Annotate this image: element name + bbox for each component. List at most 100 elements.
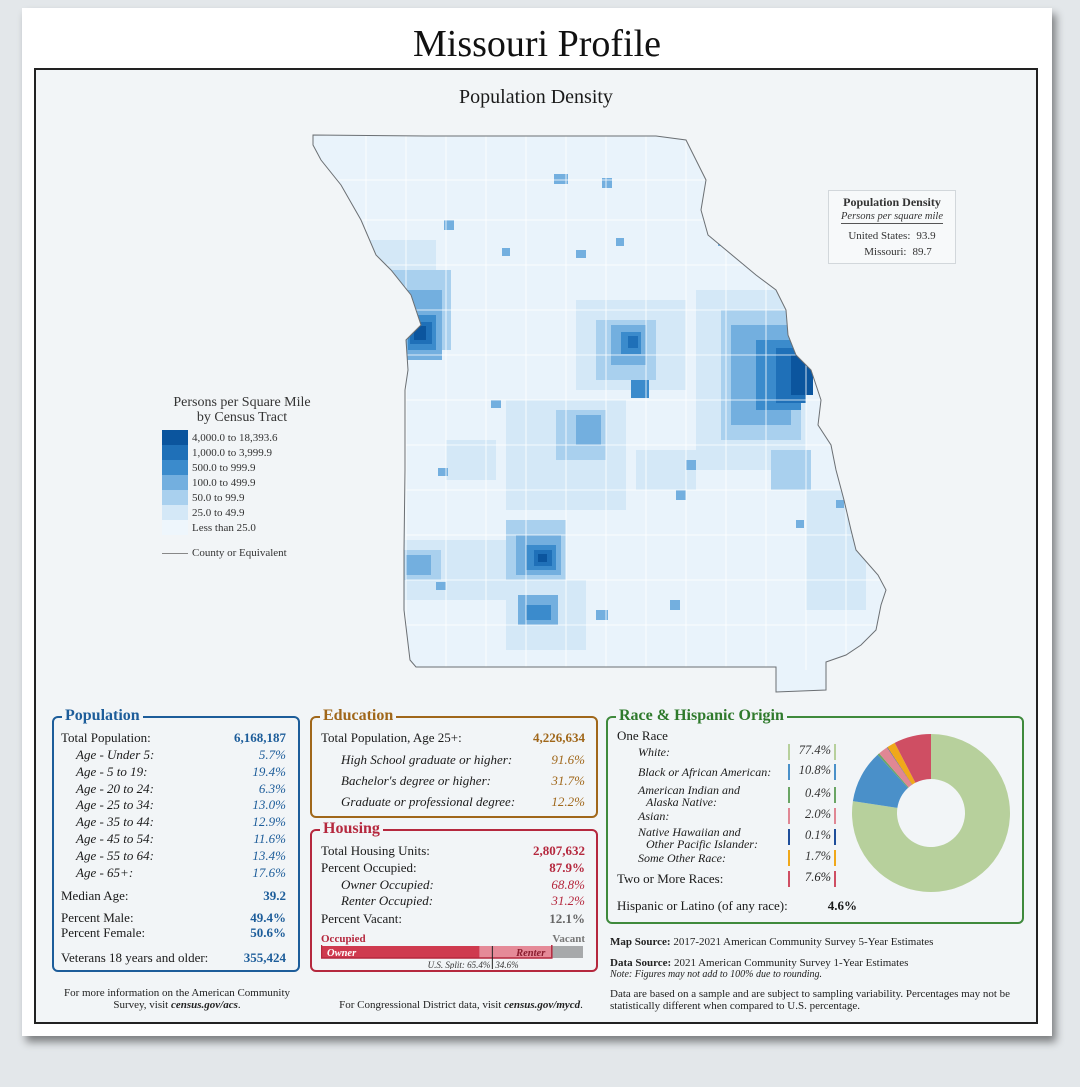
vacant-bar <box>551 946 583 958</box>
race-panel: Race & Hispanic Origin One Race White: 77… <box>606 707 1024 924</box>
age-value: 5.7% <box>258 747 286 762</box>
education-label: Graduate or professional degree: <box>341 794 516 809</box>
race-label-line: White: <box>638 745 670 759</box>
percent-female-value: 50.6% <box>250 925 286 940</box>
renter-occupied-label: Renter Occupied: <box>341 893 434 908</box>
legend-swatch <box>162 475 188 490</box>
legend-swatch <box>162 430 188 445</box>
education-total-label: Total Population, Age 25+: <box>321 730 462 745</box>
housing-units-label: Total Housing Units: <box>321 843 430 858</box>
missouri-density-map <box>312 134 887 693</box>
mo-density-label: Missouri: <box>864 246 907 258</box>
race-label-line: Native Hawaiian and <box>638 825 741 839</box>
owner-occupied-label: Owner Occupied: <box>341 877 434 892</box>
acs-link[interactable]: census.gov/acs <box>170 999 238 1011</box>
map-source-label: Map Source: <box>610 936 671 948</box>
veterans-value: 355,424 <box>243 950 286 965</box>
age-row: Age - 45 to 54: 11.6% <box>54 831 298 847</box>
race-label: Asian: <box>638 810 669 822</box>
donut-slice <box>852 754 909 808</box>
age-value: 6.3% <box>258 780 286 796</box>
renter-occupied-value: 31.2% <box>551 893 585 908</box>
owner-bar <box>321 946 480 958</box>
legend-class-label: Less than 25.0 <box>192 521 256 534</box>
legend-class-label: 25.0 to 49.9 <box>192 506 245 519</box>
veterans-label: Veterans 18 years and older: <box>61 950 209 965</box>
age-row: Age - 65+: 17.6% <box>54 865 298 881</box>
education-label: Bachelor's degree or higher: <box>341 773 491 788</box>
age-value: 11.6% <box>253 831 286 846</box>
legend-title-line1: Persons per Square Mile <box>173 395 311 410</box>
age-value: 17.6% <box>252 864 286 880</box>
percent-male-label: Percent Male: <box>61 910 134 925</box>
legend-class: 50.0 to 99.9 <box>162 490 352 505</box>
density-comparison-box: Population Density Persons per square mi… <box>828 190 956 264</box>
percent-vacant-value: 12.1% <box>549 911 585 926</box>
legend-county-label: County or Equivalent <box>192 547 287 559</box>
education-value: 31.7% <box>551 773 585 788</box>
race-value: 10.8% <box>788 764 836 780</box>
small-town-tracts <box>436 174 844 620</box>
county-line-swatch <box>162 552 188 554</box>
race-donut-chart <box>852 734 1010 892</box>
donut-slice <box>877 753 909 788</box>
mycd-link[interactable]: census.gov/mycd <box>504 999 581 1011</box>
bar-occupied-label: Occupied <box>321 933 366 945</box>
race-label-line: Other Pacific Islander: <box>646 837 758 851</box>
legend-class: 4,000.0 to 18,393.6 <box>162 430 352 445</box>
age-label: Age - 45 to 54: <box>76 831 154 846</box>
profile-sheet: Missouri Profile Population Density <box>22 8 1052 1036</box>
legend-class: Less than 25.0 <box>162 520 352 535</box>
legend-class: 100.0 to 499.9 <box>162 475 352 490</box>
owner-occupied-value: 68.8% <box>551 877 585 892</box>
race-label-line: Black or African American: <box>638 765 772 779</box>
density-box-subheading: Persons per square mile <box>841 211 943 224</box>
race-value: 7.6% <box>788 871 836 887</box>
race-label: Some Other Race: <box>638 852 726 864</box>
age-label: Age - Under 5: <box>76 747 155 762</box>
donut-slice <box>887 747 913 785</box>
data-source-label: Data Source: <box>610 957 672 969</box>
race-value: 0.4% <box>788 787 836 803</box>
race-value: 2.0% <box>788 808 836 824</box>
mycd-footnote-period: . <box>580 999 583 1011</box>
education-total-value: 4,226,634 <box>533 730 585 745</box>
education-label: High School graduate or higher: <box>341 752 513 767</box>
legend-class-label: 500.0 to 999.9 <box>192 461 256 474</box>
percent-occupied-label: Percent Occupied: <box>321 860 417 875</box>
donut-slice <box>894 734 931 783</box>
age-row: Age - 55 to 64: 13.4% <box>54 848 298 864</box>
us-density-value: 93.9 <box>916 230 936 242</box>
sources-block: Map Source: 2017-2021 American Community… <box>610 936 1030 1012</box>
legend-county: County or Equivalent <box>162 547 352 559</box>
total-population-value: 6,168,187 <box>234 730 286 745</box>
education-panel: Education Total Population, Age 25+: 4,22… <box>310 707 598 818</box>
acs-footnote: For more information on the American Com… <box>62 987 292 1011</box>
donut-slice <box>879 747 913 788</box>
map-legend: Persons per Square Mile by Census Tract … <box>162 395 352 559</box>
education-row: High School graduate or higher: 91.6% <box>312 752 596 768</box>
race-label-line: Asian: <box>638 809 670 823</box>
hispanic-value: 4.6% <box>827 898 857 913</box>
legend-swatch <box>162 520 188 535</box>
one-race-label: One Race <box>617 728 668 743</box>
age-row: Age - 35 to 44: 12.9% <box>54 814 298 830</box>
race-label: Black or African American: <box>638 766 771 778</box>
us-split-renter-label: 34.6% <box>494 960 518 969</box>
rounding-note: Note: Figures may not add to 100% due to… <box>610 969 823 980</box>
median-age-value: 39.2 <box>263 888 286 903</box>
legend-title-line2: by Census Tract <box>196 410 288 425</box>
age-row: Age - 5 to 19: 19.4% <box>54 764 298 780</box>
sampling-disclaimer: Data are based on a sample and are subje… <box>610 988 1011 1012</box>
education-row: Bachelor's degree or higher: 31.7% <box>312 773 596 789</box>
race-label: Two or More Races: <box>617 872 723 885</box>
us-density-label: United States: <box>848 230 911 242</box>
race-label: American Indian and Alaska Native: <box>638 784 740 808</box>
map-title: Population Density <box>459 86 613 108</box>
age-value: 19.4% <box>252 763 286 779</box>
legend-class-label: 4,000.0 to 18,393.6 <box>192 431 278 444</box>
legend-swatch <box>162 490 188 505</box>
hispanic-label: Hispanic or Latino (of any race): <box>617 898 788 913</box>
age-row: Age - 20 to 24: 6.3% <box>54 781 298 797</box>
race-label: White: <box>638 746 670 758</box>
